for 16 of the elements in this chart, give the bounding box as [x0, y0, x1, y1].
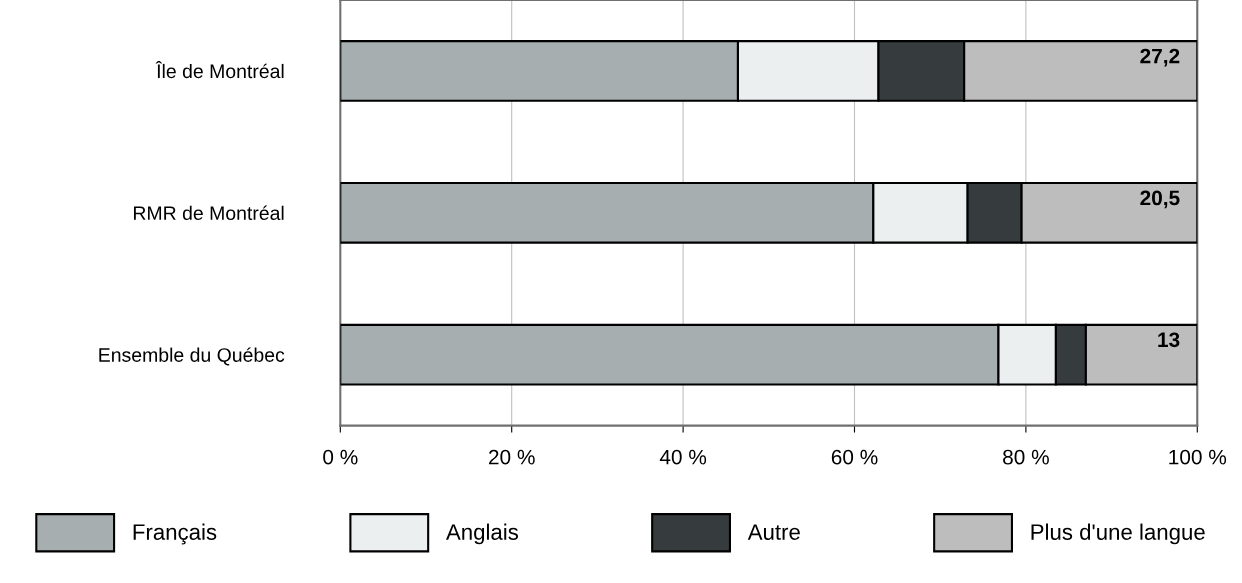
x-tick-label: 60 % — [831, 449, 878, 465]
legend-label: Autre — [747, 524, 800, 540]
x-tick-label: 80 % — [1003, 449, 1049, 465]
data-label: 13 — [1158, 332, 1180, 348]
data-label: 27,2 — [1140, 48, 1180, 67]
y-tick-label: Île de Montréal — [155, 60, 284, 79]
legend-label: Français — [133, 523, 217, 545]
data-label: 20,5 — [1140, 190, 1180, 209]
y-tick-label: Ensemble du Québec — [99, 347, 285, 366]
legend-label: Plus d'une langue — [1031, 523, 1205, 545]
x-tick-label: 40 % — [659, 449, 707, 465]
legend-label: Anglais — [446, 523, 519, 545]
x-tick-label: 0 % — [323, 449, 358, 465]
x-tick-label: 100 % — [1169, 449, 1227, 465]
y-tick-label: RMR de Montréal — [133, 205, 284, 221]
x-tick-label: 20 % — [489, 449, 535, 465]
